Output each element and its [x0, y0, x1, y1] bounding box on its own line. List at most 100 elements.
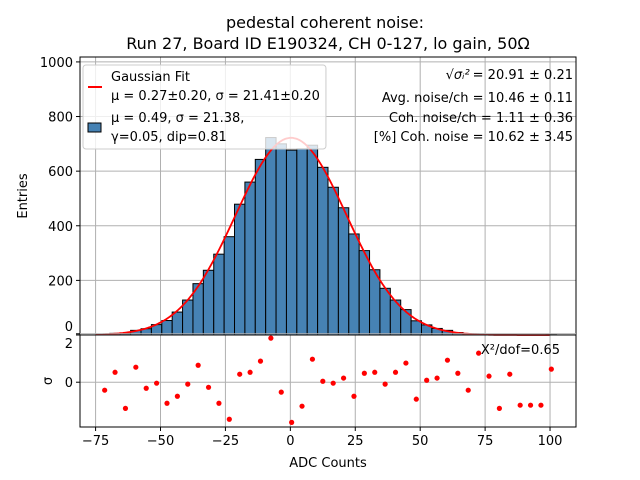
residual-point — [237, 371, 243, 377]
y-tick-label: 400 — [48, 220, 73, 235]
histogram-bar — [275, 143, 287, 336]
residual-point — [538, 402, 544, 408]
y-tick-label: 1000 — [40, 56, 73, 71]
histogram-bar — [306, 144, 319, 336]
residual-point — [143, 385, 149, 391]
residual-point — [309, 356, 316, 362]
residual-point — [413, 396, 419, 402]
residual-point — [289, 419, 295, 425]
histogram-bar — [410, 320, 422, 336]
histogram-bar — [296, 148, 308, 336]
residual-point — [444, 357, 451, 363]
residual-point — [465, 387, 471, 393]
stat-annotation: Avg. noise/ch = 10.46 ± 0.11 — [382, 91, 573, 106]
residual-point — [185, 381, 191, 387]
residual-point — [257, 358, 264, 364]
residual-point — [548, 366, 554, 372]
stat-annotation-label: √σᵢ² — [446, 68, 470, 83]
residual-point — [340, 375, 347, 381]
stat-annotation: Coh. noise/ch = 1.11 ± 0.36 — [389, 111, 573, 126]
residual-point — [205, 384, 212, 390]
residual-point — [133, 364, 139, 370]
residual-point — [174, 393, 180, 399]
y-tick-label: 600 — [48, 165, 73, 180]
x-tick-label: 75 — [477, 434, 494, 449]
residual-point — [226, 416, 232, 422]
residual-point — [278, 389, 284, 395]
y-axis-label-sigma: σ — [41, 377, 56, 385]
histogram-bar — [223, 236, 236, 336]
stat-annotation-value: = 20.91 ± 0.21 — [473, 68, 573, 83]
histogram-bar — [358, 250, 371, 336]
histogram-bar — [234, 203, 246, 336]
x-tick-label: 100 — [538, 434, 563, 449]
residual-point — [102, 387, 108, 393]
histogram-bar — [202, 269, 215, 336]
y-tick-label: 800 — [48, 111, 73, 126]
residual-point — [216, 400, 222, 406]
residual-frame — [79, 334, 577, 428]
residual-point — [320, 378, 326, 384]
y-tick-label: 0 — [65, 320, 73, 335]
legend-fit-params: μ = 0.27±0.20, σ = 21.41±0.20 — [111, 89, 320, 104]
residual-point — [507, 371, 513, 377]
residual-point — [403, 360, 409, 366]
residual-panel: 0 2 X²/dof=0.65 −75 −50 −25 0 25 50 75 100 — [65, 333, 577, 449]
x-tick-label: −25 — [212, 434, 239, 449]
stat-annotation: [%] Coh. noise = 10.62 ± 3.45 — [374, 130, 573, 145]
residual-point — [517, 402, 523, 408]
y-tick-label: 200 — [48, 274, 73, 289]
x-axis-label: ADC Counts — [289, 456, 367, 471]
chart-title-line1: pedestal coherent noise: — [226, 13, 424, 32]
residual-point — [351, 393, 357, 399]
residual-point — [476, 350, 482, 356]
chart-title-line2: Run 27, Board ID E190324, CH 0-127, lo g… — [126, 34, 529, 53]
legend-histogram-patch-icon — [87, 122, 102, 133]
y-tick-label: 2 — [65, 337, 73, 352]
histogram-bar — [327, 186, 339, 336]
histogram-bar — [265, 137, 277, 336]
histogram-bar — [317, 166, 329, 336]
legend-box — [82, 64, 327, 150]
residual-point — [382, 381, 388, 387]
residual-point — [164, 400, 170, 406]
legend-fit-label: Gaussian Fit — [111, 70, 190, 85]
legend: Gaussian Fit μ = 0.27±0.20, σ = 21.41±0.2… — [82, 64, 327, 150]
histogram-panel: 0 200 400 600 800 1000 Gaussian Fit μ = 0.27±0.… — [40, 56, 577, 336]
histogram-bar — [337, 207, 350, 336]
residual-point — [268, 335, 274, 341]
residual-point — [154, 380, 160, 386]
histogram-bar — [285, 149, 298, 336]
x-tick-label: −50 — [147, 434, 174, 449]
residual-point — [424, 377, 430, 383]
histogram-bar — [400, 309, 412, 336]
histogram-bar — [213, 253, 225, 336]
residual-point — [299, 403, 305, 409]
histogram-bar — [182, 299, 194, 336]
residual-point — [112, 369, 118, 375]
x-tick-label: 25 — [347, 434, 364, 449]
residual-point — [195, 362, 201, 368]
y-tick-label: 0 — [65, 376, 73, 391]
histogram-bar — [244, 181, 256, 336]
x-tick-label: 50 — [412, 434, 429, 449]
histogram-bar — [161, 320, 173, 336]
chi2-annotation: X²/dof=0.65 — [481, 343, 560, 358]
residual-point — [361, 370, 367, 376]
histogram-bar — [369, 269, 381, 336]
residual-point — [330, 380, 336, 386]
residual-point — [527, 402, 534, 408]
residual-point — [455, 370, 461, 376]
legend-hist-params-1: μ = 0.49, σ = 21.38, — [111, 111, 244, 126]
residual-point — [372, 369, 378, 375]
residual-point — [486, 373, 492, 379]
residual-point — [247, 369, 253, 375]
residual-point — [122, 405, 129, 411]
histogram-bar — [348, 233, 360, 336]
histogram-bar — [171, 311, 184, 336]
residual-point — [496, 405, 502, 411]
histogram-bar — [254, 158, 267, 336]
legend-hist-params-2: γ=0.05, dip=0.81 — [111, 130, 227, 145]
x-tick-label: −75 — [82, 434, 109, 449]
